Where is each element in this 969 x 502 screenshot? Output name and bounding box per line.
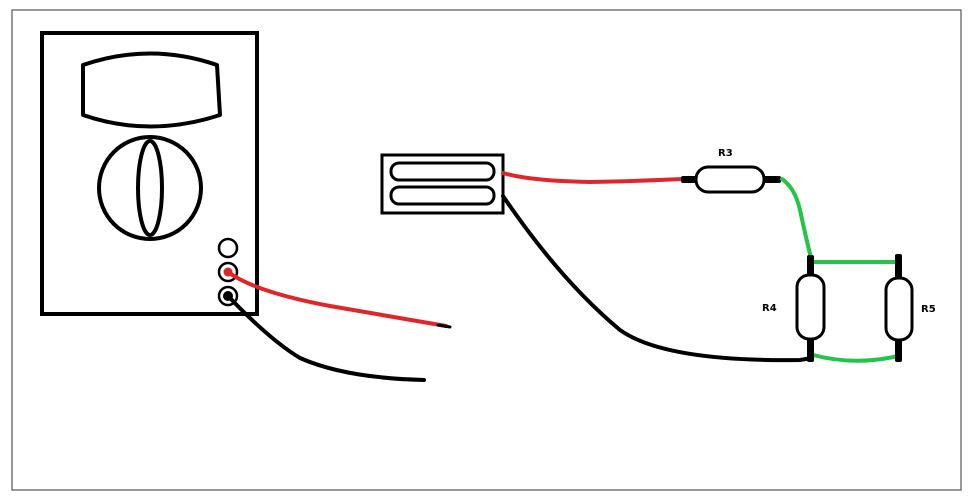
resistor-r4 — [795, 255, 826, 362]
battery-cell-bottom — [389, 185, 496, 206]
r3-lead-left — [681, 176, 697, 183]
r5-lead-top — [895, 254, 902, 282]
label-r4: R4 — [762, 303, 777, 314]
battery — [380, 153, 505, 215]
r4-body — [795, 273, 826, 341]
r3-body — [694, 165, 766, 194]
battery-cell-top — [389, 161, 496, 182]
r4-lead-bottom — [807, 336, 814, 362]
r5-lead-bottom — [895, 336, 902, 362]
resistor-r3 — [681, 165, 781, 194]
green-wire-r3-to-node — [780, 177, 814, 264]
label-r5: R5 — [921, 304, 936, 315]
r3-lead-right — [763, 176, 781, 183]
label-r3: R3 — [718, 148, 733, 159]
dial-pointer — [136, 139, 164, 237]
multimeter — [40, 31, 259, 316]
meter-black-lead — [226, 294, 426, 382]
meter-red-lead — [226, 270, 448, 328]
meter-red-lead-tip — [436, 323, 452, 329]
green-wire-bottom-bus — [811, 353, 900, 363]
battery-red-wire — [501, 171, 684, 185]
resistor-r5 — [884, 254, 914, 362]
multimeter-dial[interactable] — [97, 135, 203, 241]
r5-body — [884, 276, 914, 342]
terminal-top[interactable] — [217, 237, 239, 259]
multimeter-display — [81, 51, 222, 129]
battery-black-wire — [501, 194, 814, 363]
r4-lead-top — [807, 255, 814, 277]
